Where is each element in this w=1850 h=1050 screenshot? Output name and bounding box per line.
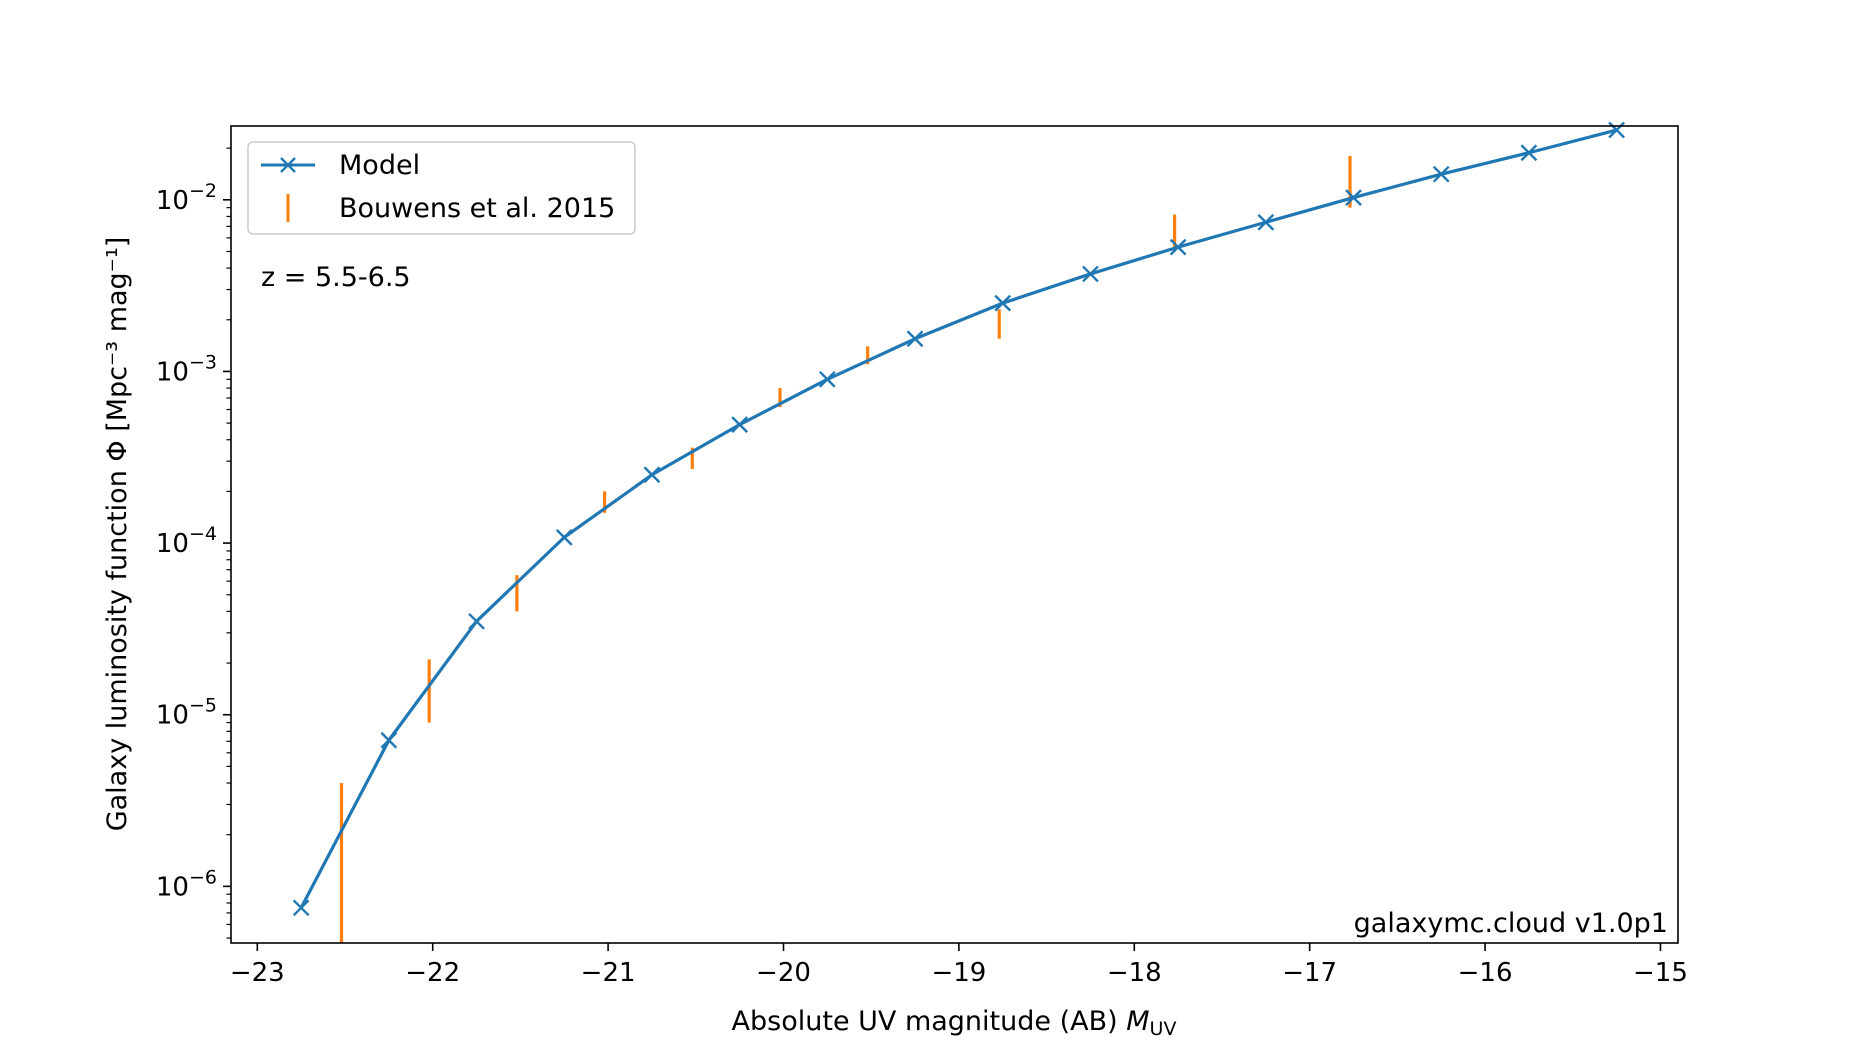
model-point bbox=[643, 466, 661, 484]
x-tick-label: −17 bbox=[1282, 958, 1337, 988]
y-axis-label: Galaxy luminosity function Φ [Mpc⁻³ mag⁻… bbox=[102, 237, 133, 832]
model-point bbox=[468, 612, 485, 630]
model-point bbox=[1608, 121, 1625, 139]
x-tick-label: −20 bbox=[756, 958, 811, 988]
model-point bbox=[1520, 144, 1538, 162]
x-axis-ticks: −23 −22 −21 −20 −19 −18 −17 −16 −15 bbox=[230, 943, 1688, 988]
model-point bbox=[380, 731, 398, 749]
x-axis-label-subscript: UV bbox=[1150, 1018, 1177, 1040]
chart-legend: Model Bouwens et al. 2015 bbox=[247, 141, 636, 235]
legend-model-marker bbox=[280, 157, 296, 173]
model-point bbox=[731, 416, 748, 433]
x-axis-label-symbol: M bbox=[1126, 1006, 1149, 1037]
x-tick-label: −18 bbox=[1107, 958, 1162, 988]
y-tick-label: 10−3 bbox=[156, 351, 217, 387]
legend-entry-bouwens: Bouwens et al. 2015 bbox=[286, 193, 615, 224]
model-point bbox=[1345, 189, 1362, 206]
redshift-annotation: z = 5.5-6.5 bbox=[261, 262, 411, 293]
model-point bbox=[818, 370, 836, 388]
version-watermark: galaxymc.cloud v1.0p1 bbox=[1354, 908, 1668, 939]
model-point bbox=[555, 528, 573, 546]
legend-model-label: Model bbox=[339, 150, 420, 181]
model-point bbox=[1257, 213, 1275, 231]
y-axis-ticks: 10−6 10−5 10−4 10−3 10−2 bbox=[156, 147, 231, 939]
plot-frame bbox=[230, 125, 1679, 944]
legend-box bbox=[247, 141, 636, 235]
model-marker-stroke bbox=[1169, 238, 1187, 256]
model-marker-stroke bbox=[292, 899, 310, 917]
model-marker-stroke bbox=[1520, 144, 1538, 162]
model-point bbox=[994, 294, 1012, 312]
x-tick-label: −22 bbox=[405, 958, 460, 988]
plot-data-layer bbox=[292, 121, 1625, 943]
x-axis-label: Absolute UV magnitude (AB) MUV bbox=[732, 1006, 1177, 1040]
model-marker-stroke bbox=[1608, 121, 1625, 139]
model-marker-stroke bbox=[1257, 213, 1275, 231]
x-tick-label: −16 bbox=[1458, 958, 1513, 988]
model-marker-stroke bbox=[818, 370, 836, 388]
model-marker-stroke bbox=[555, 528, 573, 546]
y-tick-label: 10−6 bbox=[156, 866, 217, 902]
model-point bbox=[1169, 238, 1187, 256]
x-tick-label: −19 bbox=[931, 958, 986, 988]
model-marker-stroke bbox=[380, 731, 398, 749]
y-tick-label: 10−4 bbox=[156, 523, 217, 559]
legend-entry-model: Model bbox=[261, 150, 420, 181]
model-marker-stroke bbox=[1082, 265, 1099, 283]
model-marker-stroke bbox=[731, 416, 748, 433]
model-point bbox=[1432, 165, 1450, 183]
model-marker-stroke bbox=[1345, 189, 1362, 206]
model-point bbox=[292, 899, 310, 917]
y-tick-label: 10−2 bbox=[156, 180, 217, 216]
x-axis-label-text: Absolute UV magnitude (AB) bbox=[732, 1006, 1127, 1037]
model-line bbox=[299, 128, 1618, 909]
y-tick-label: 10−5 bbox=[156, 695, 217, 731]
x-tick-label: −21 bbox=[581, 958, 636, 988]
legend-bouwens-label: Bouwens et al. 2015 bbox=[339, 193, 615, 224]
model-point bbox=[1082, 265, 1099, 283]
model-marker-stroke bbox=[1432, 165, 1450, 183]
model-marker-stroke bbox=[468, 612, 485, 630]
model-point bbox=[906, 330, 924, 348]
model-marker-stroke bbox=[994, 294, 1012, 312]
x-tick-label: −15 bbox=[1633, 958, 1688, 988]
model-marker-stroke bbox=[643, 466, 661, 484]
x-tick-label: −23 bbox=[230, 958, 285, 988]
model-marker-stroke bbox=[906, 330, 924, 348]
